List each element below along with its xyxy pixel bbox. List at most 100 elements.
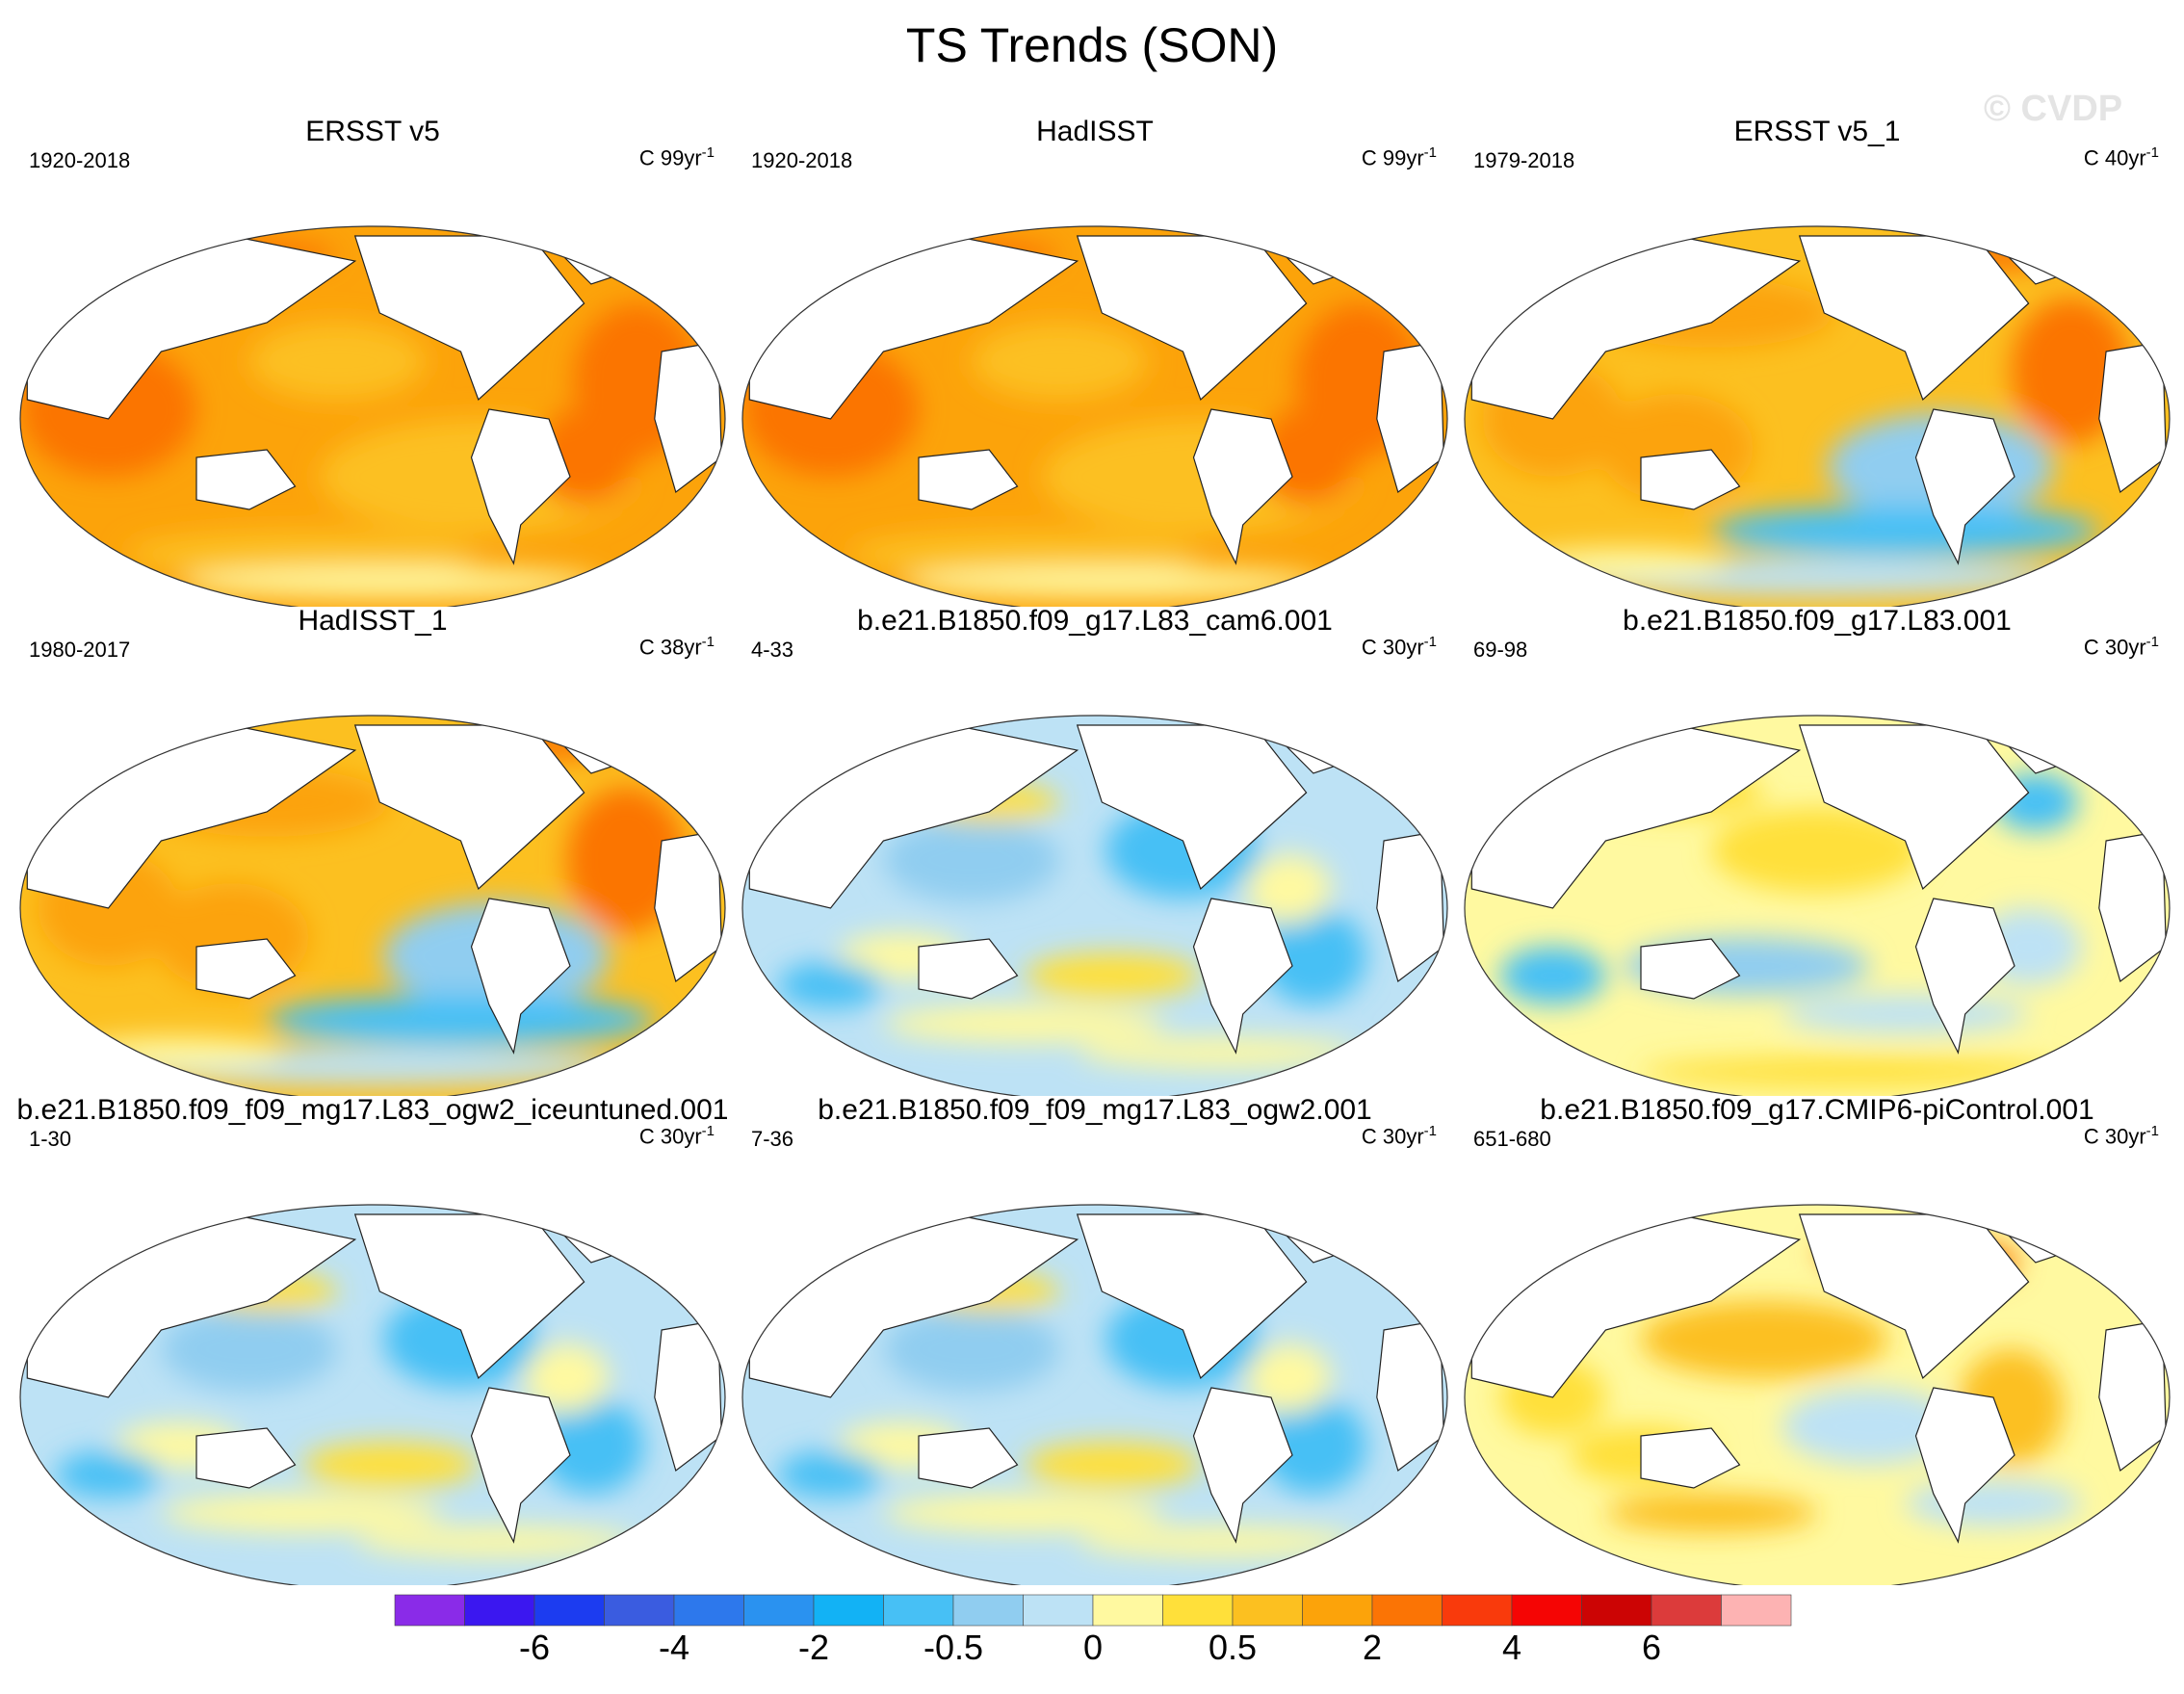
panel-title: ERSST v5_1 — [1733, 116, 1901, 147]
continent-5 — [1640, 938, 1741, 1000]
trend-region — [777, 1451, 884, 1498]
panel-years: 1979-2018 — [1473, 148, 1575, 172]
continent-1 — [26, 1213, 357, 1398]
map-outline — [1464, 225, 2171, 607]
colorbar-tick-label: -6 — [518, 1628, 551, 1667]
continent-3 — [1192, 898, 1293, 1055]
continent-1 — [26, 235, 357, 420]
panel-units: C 99yr-1 — [638, 144, 715, 170]
cvdp-watermark: © CVDP — [1984, 89, 2123, 129]
world-map — [741, 715, 1448, 1096]
trend-region — [847, 531, 1201, 577]
colorbar-swatch — [1581, 1594, 1652, 1627]
colorbar-swatch — [533, 1594, 605, 1627]
trend-region — [1711, 808, 1923, 893]
panel-years: 1920-2018 — [29, 148, 131, 172]
map-panel-8: b.e21.B1850.f09_f09_mg17.L83_ogw2.001 7-3… — [734, 1094, 1456, 1585]
map-panel-3: ERSST v5_1 1979-2018 C 40yr-1 — [1456, 116, 2178, 607]
panel-title: b.e21.B1850.f09_f09_mg17.L83_ogw2.001 — [818, 1094, 1372, 1126]
colorbar-swatch — [1721, 1594, 1792, 1627]
trend-region — [900, 567, 1324, 598]
map-outline — [1464, 1204, 2171, 1585]
world-map — [1464, 1204, 2171, 1585]
figure-title: TS Trends (SON) — [905, 18, 1279, 72]
panel-title: b.e21.B1850.f09_g17.CMIP6-piControl.001 — [1540, 1094, 2094, 1126]
map-outline — [1464, 715, 2171, 1096]
continent-1 — [748, 235, 1079, 420]
world-map — [19, 225, 726, 607]
trend-region — [971, 323, 1148, 400]
trend-region — [1024, 1442, 1201, 1488]
continent-3 — [1192, 1387, 1293, 1544]
colorbar-swatch — [1232, 1594, 1303, 1627]
trend-region — [1517, 548, 1729, 579]
colorbar-swatch — [1162, 1594, 1234, 1627]
colorbar-swatch — [813, 1594, 884, 1627]
trend-region — [1261, 1397, 1366, 1494]
trend-region — [1246, 1343, 1332, 1413]
map-panel-5: b.e21.B1850.f09_g17.L83_cam6.001 4-33 C 30… — [734, 605, 1456, 1096]
colorbar-swatch — [883, 1594, 954, 1627]
map-panel-7: b.e21.B1850.f09_f09_mg17.L83_ogw2_iceunt… — [12, 1094, 734, 1585]
panel-years: 69-98 — [1473, 638, 1528, 662]
world-map — [1464, 225, 2171, 607]
map-panel-6: b.e21.B1850.f09_g17.L83.001 69-98 C 30yr-1 — [1456, 605, 2178, 1096]
trend-region — [883, 818, 1060, 902]
continent-1 — [1470, 1213, 1802, 1398]
continent-3 — [470, 1387, 571, 1544]
panel-title: HadISST_1 — [298, 605, 448, 637]
colorbar-swatch — [1651, 1594, 1722, 1627]
panel-title: b.e21.B1850.f09_g17.L83_cam6.001 — [857, 605, 1333, 637]
colorbar-swatch — [1371, 1594, 1443, 1627]
trend-region — [55, 1451, 162, 1498]
colorbar-tick-label: 0 — [1082, 1628, 1104, 1667]
world-map — [19, 1204, 726, 1585]
trend-region — [178, 567, 602, 598]
continent-5 — [195, 938, 297, 1000]
map-outline — [741, 225, 1448, 607]
map-outline — [19, 715, 726, 1096]
panel-years: 1-30 — [29, 1127, 72, 1151]
continent-3 — [470, 408, 571, 565]
trend-region — [267, 995, 655, 1045]
map-panel-2: HadISST 1920-2018 C 99yr-1 — [734, 116, 1456, 607]
trend-region — [1641, 1301, 1888, 1378]
panel-years: 4-33 — [751, 638, 794, 662]
trend-region — [1077, 1037, 1360, 1068]
trend-region — [161, 1307, 338, 1392]
world-map — [741, 225, 1448, 607]
colorbar-swatch — [1302, 1594, 1373, 1627]
colorbar-tick-label: 0.5 — [1208, 1628, 1258, 1667]
panel-units: C 30yr-1 — [1361, 1123, 1437, 1149]
panel-years: 7-36 — [751, 1127, 794, 1151]
trend-region — [301, 1442, 479, 1488]
panel-units: C 99yr-1 — [1361, 144, 1437, 170]
map-panel-1: ERSST v5 1920-2018 C 99yr-1 — [12, 116, 734, 607]
continent-5 — [918, 449, 1019, 510]
trend-region — [1499, 947, 1606, 1004]
continent-5 — [918, 1427, 1019, 1489]
trend-region — [1781, 1388, 1959, 1465]
continent-1 — [1470, 235, 1802, 420]
continent-3 — [1914, 408, 2015, 565]
trend-region — [1077, 1526, 1360, 1557]
continent-1 — [748, 724, 1079, 909]
panel-units: C 30yr-1 — [1361, 634, 1437, 660]
panel-title: ERSST v5 — [305, 116, 440, 147]
colorbar-swatch — [1023, 1594, 1094, 1627]
colorbar-swatch — [464, 1594, 535, 1627]
panel-units: C 30yr-1 — [638, 1123, 715, 1149]
world-map — [19, 715, 726, 1096]
trend-region — [777, 962, 884, 1008]
world-map — [741, 1204, 1448, 1585]
trend-region — [354, 1526, 637, 1557]
panel-units: C 40yr-1 — [2083, 144, 2159, 170]
colorbar-tick-label: 6 — [1641, 1628, 1662, 1667]
colorbar-swatch — [1442, 1594, 1513, 1627]
trend-region — [524, 1343, 610, 1413]
trend-region — [883, 1494, 1166, 1532]
map-outline — [19, 1204, 726, 1585]
colorbar-tick-label: 4 — [1501, 1628, 1522, 1667]
continent-5 — [918, 938, 1019, 1000]
continent-3 — [1914, 1387, 2015, 1544]
